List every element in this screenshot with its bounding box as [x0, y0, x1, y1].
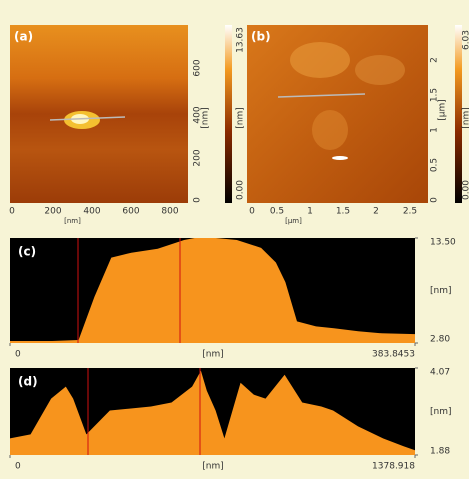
- x-tick-label: 2.5: [403, 207, 417, 217]
- x-tick-label: 1.5: [336, 207, 350, 217]
- x-axis-label: [μm]: [285, 217, 302, 225]
- x-tick-label: 0: [249, 207, 255, 217]
- x-tick-label: 1378.918: [372, 462, 415, 472]
- y-tick-label: 1: [430, 127, 440, 133]
- scale-unit: [nm]: [236, 107, 246, 129]
- y-tick-label: 0.5: [430, 158, 440, 172]
- x-axis-label: [nm]: [202, 350, 224, 360]
- y-tick-label: 600: [193, 59, 203, 76]
- x-tick-label: 400: [83, 207, 100, 217]
- panel-label: (d): [18, 375, 38, 389]
- y-tick-label: 200: [193, 149, 203, 166]
- y-tick-label: 2.80: [430, 335, 450, 345]
- x-tick-label: 0: [9, 207, 15, 217]
- y-tick-label: 0: [193, 197, 203, 203]
- x-tick-label: 0: [15, 350, 21, 360]
- image-b: [247, 25, 462, 203]
- y-tick-label: 4.07: [430, 368, 450, 378]
- y-tick-label: 1.88: [430, 447, 450, 457]
- y-tick-label: 2: [430, 57, 440, 63]
- x-tick-label: 0: [15, 462, 21, 472]
- y-axis-label: [nm]: [430, 286, 452, 296]
- x-tick-label: 200: [44, 207, 61, 217]
- panel-label: (b): [251, 30, 271, 44]
- y-axis-label: [nm]: [201, 107, 211, 129]
- x-tick-label: 800: [161, 207, 178, 217]
- scale-label: 0.00: [462, 180, 469, 200]
- y-axis-label: [nm]: [430, 407, 452, 417]
- y-tick-label: 0: [430, 197, 440, 203]
- x-tick-label: 383.8453: [372, 350, 415, 360]
- y-tick-label: 13.50: [430, 238, 456, 248]
- x-tick-label: 1: [307, 207, 313, 217]
- scale-label: 6.03: [462, 30, 469, 50]
- x-tick-label: 2: [373, 207, 379, 217]
- scale-label: 0.00: [236, 180, 246, 200]
- x-tick-label: 0.5: [270, 207, 284, 217]
- x-tick-label: 600: [122, 207, 139, 217]
- panel-label: (a): [14, 30, 33, 44]
- scale-unit: [nm]: [462, 107, 469, 129]
- y-axis-label: [μm]: [438, 99, 448, 121]
- panel-label: (c): [18, 245, 36, 259]
- scale-label: 13.63: [236, 27, 246, 53]
- x-axis-label: [nm]: [202, 462, 224, 472]
- x-axis-label: [nm]: [64, 217, 81, 225]
